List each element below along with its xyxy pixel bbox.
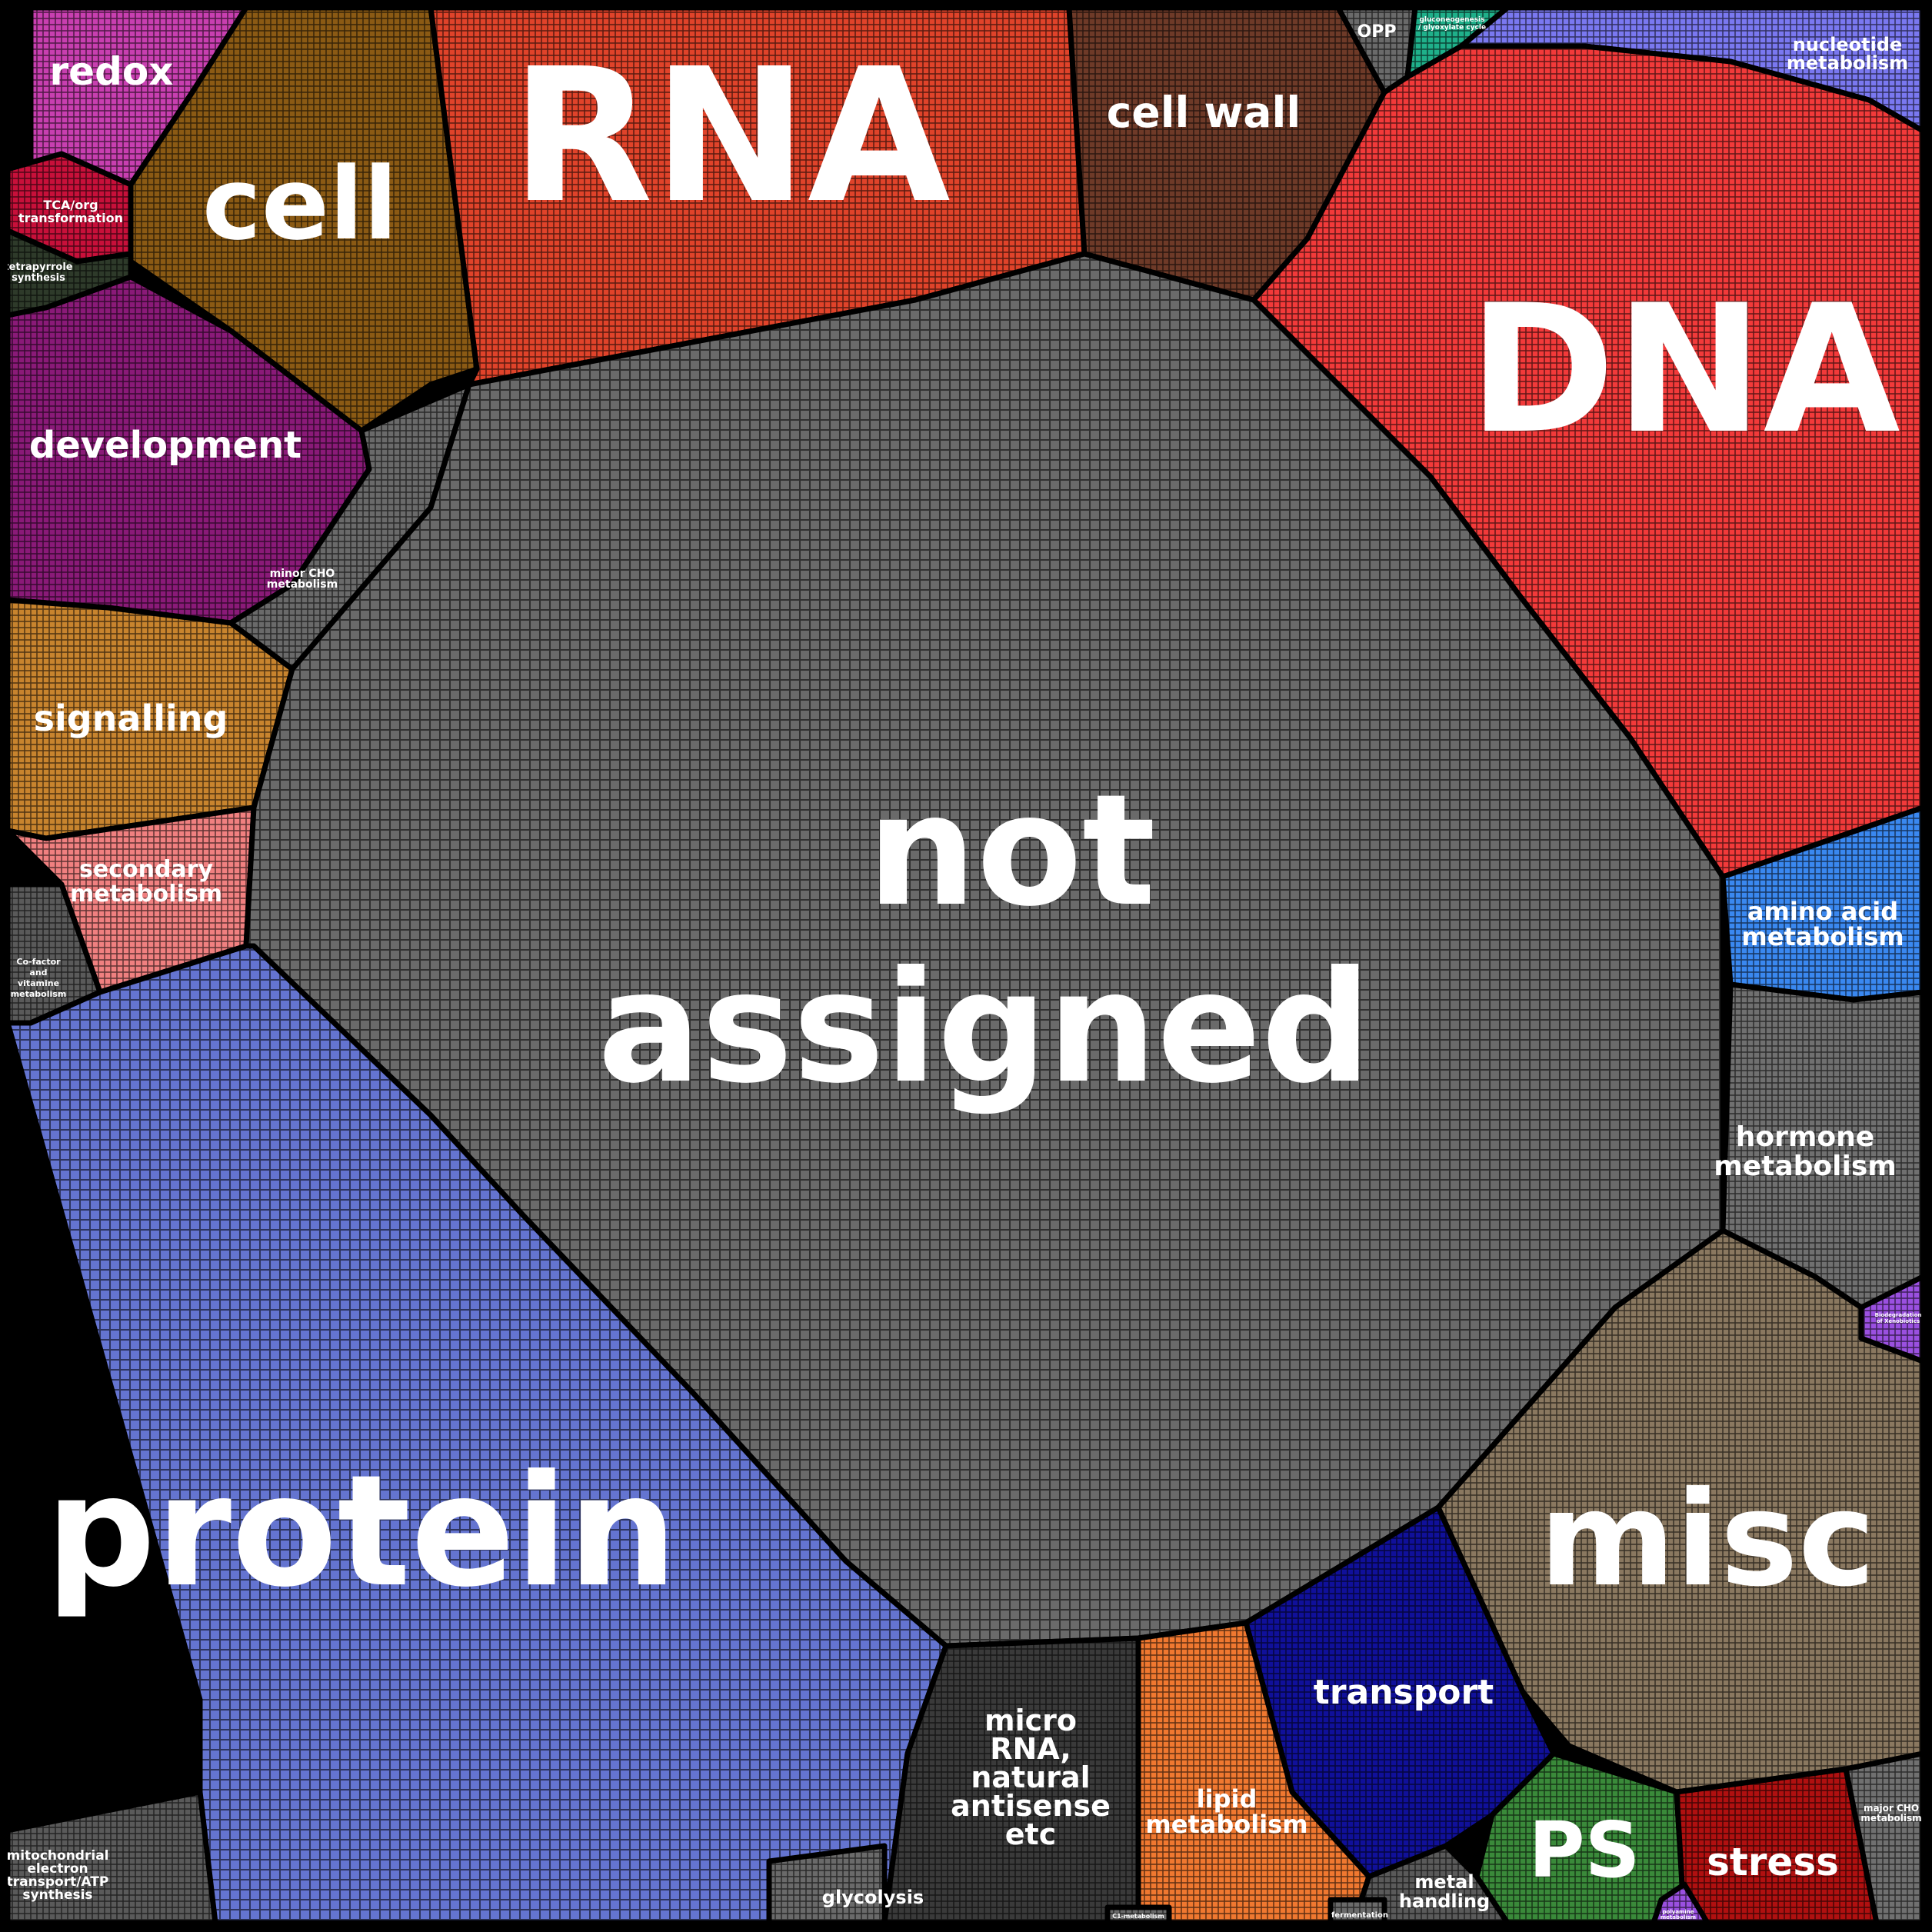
label-fermentation: fermentation — [1331, 1911, 1388, 1920]
region-not-assigned-texture — [246, 254, 1723, 1646]
region-lipid — [1135, 1620, 1372, 1926]
label-c1: C1-metabolism — [1112, 1913, 1164, 1920]
label-biodegradation: Biodegradation of Xenobiotics — [1875, 1312, 1922, 1324]
label-secondary: secondary metabolism — [70, 856, 222, 908]
label-major-cho: major CHO metabolism — [1860, 1803, 1921, 1824]
region-mito — [5, 1789, 218, 1926]
region-ps — [1474, 1750, 1687, 1926]
region-tetrapyrrole-texture — [8, 231, 131, 315]
label-metal: metal handling — [1399, 1871, 1490, 1912]
region-tca — [5, 151, 134, 265]
region-development-texture — [8, 277, 369, 623]
region-amino-acid-texture — [1723, 808, 1923, 1000]
region-redox-texture — [31, 8, 246, 185]
label-redox: redox — [50, 49, 174, 94]
region-cofactor-texture — [8, 884, 100, 1023]
label-development: development — [29, 424, 301, 467]
region-major-cho-texture — [1846, 1754, 1923, 1923]
label-misc: misc — [1539, 1464, 1875, 1616]
region-opp-texture — [1338, 8, 1415, 92]
region-cell — [128, 5, 480, 434]
label-polyamine: polyamine metabolism — [1661, 1909, 1696, 1920]
region-polyamine-texture — [1654, 1884, 1707, 1923]
region-cell-texture — [131, 8, 477, 431]
label-gluconeogenesis: gluconeogenesis / glyoxylate cycle — [1418, 16, 1486, 32]
label-cell: cell — [202, 145, 398, 262]
region-dna-texture — [1254, 46, 1923, 877]
region-fermentation — [1327, 1897, 1387, 1926]
region-nucleotide-texture — [1461, 8, 1923, 131]
region-metal-texture — [1354, 1846, 1507, 1923]
region-protein-texture — [8, 946, 946, 1923]
region-hormone-texture — [1723, 984, 1923, 1307]
region-biodegradation-texture — [1861, 1277, 1923, 1361]
region-fermentation-texture — [1331, 1900, 1384, 1923]
label-hormone: hormone metabolism — [1714, 1121, 1897, 1182]
label-not-assigned: not assigned — [598, 761, 1371, 1118]
region-major-cho — [1843, 1750, 1926, 1926]
region-secondary-texture — [8, 808, 254, 992]
region-c1 — [1104, 1904, 1172, 1926]
label-stress: stress — [1707, 1840, 1839, 1884]
region-polyamine — [1651, 1881, 1710, 1926]
region-misc-texture — [1438, 1231, 1923, 1792]
label-mito: mitochondrial electron transport/ATP synthe… — [7, 1848, 109, 1903]
label-lipid: lipid metabolism — [1145, 1784, 1307, 1839]
region-lipid-texture — [1138, 1623, 1369, 1923]
region-misc — [1435, 1227, 1926, 1795]
region-mito-texture — [8, 1792, 215, 1923]
label-amino-acid: amino acid metabolism — [1741, 897, 1904, 951]
label-cofactor: Co-factor and vitamine metabolism — [11, 957, 67, 999]
region-ps-texture — [1477, 1754, 1684, 1923]
label-opp: OPP — [1357, 22, 1397, 42]
label-tetrapyrrole: tetrapyrrole synthesis — [4, 261, 72, 284]
region-transport-texture — [1246, 1507, 1554, 1877]
label-ps: PS — [1528, 1805, 1640, 1895]
region-tca-texture — [8, 154, 131, 261]
region-secondary — [5, 804, 257, 995]
label-nucleotide: nucleotide metabolism — [1787, 34, 1908, 74]
label-glycolysis: glycolysis — [822, 1887, 924, 1908]
region-signalling — [5, 597, 295, 841]
label-transport: transport — [1314, 1673, 1494, 1712]
label-rna: RNA — [511, 28, 950, 244]
region-protein — [5, 943, 949, 1926]
region-micro-rna-texture — [884, 1638, 1138, 1923]
label-protein: protein — [45, 1442, 677, 1621]
region-c1-texture — [1108, 1907, 1169, 1923]
region-minor-cho-texture — [231, 385, 469, 669]
label-tca: TCA/org transformation — [18, 198, 123, 225]
label-cell-wall: cell wall — [1107, 88, 1301, 137]
region-opp — [1335, 5, 1418, 95]
region-glycolysis — [766, 1843, 888, 1926]
region-signalling-texture — [8, 600, 292, 838]
region-rna-texture — [431, 8, 1084, 385]
label-dna: DNA — [1468, 268, 1900, 473]
label-micro-rna: micro RNA, natural antisense etc — [951, 1704, 1111, 1851]
region-development — [5, 274, 372, 626]
region-stress-texture — [1677, 1769, 1877, 1923]
region-stress — [1674, 1766, 1880, 1926]
region-cell-wall-texture — [1069, 8, 1384, 300]
label-minor-cho: minor CHO metabolism — [267, 568, 338, 591]
region-micro-rna — [881, 1635, 1141, 1926]
region-rna — [428, 5, 1088, 388]
region-glycolysis-texture — [769, 1846, 884, 1923]
label-signalling: signalling — [34, 698, 228, 739]
